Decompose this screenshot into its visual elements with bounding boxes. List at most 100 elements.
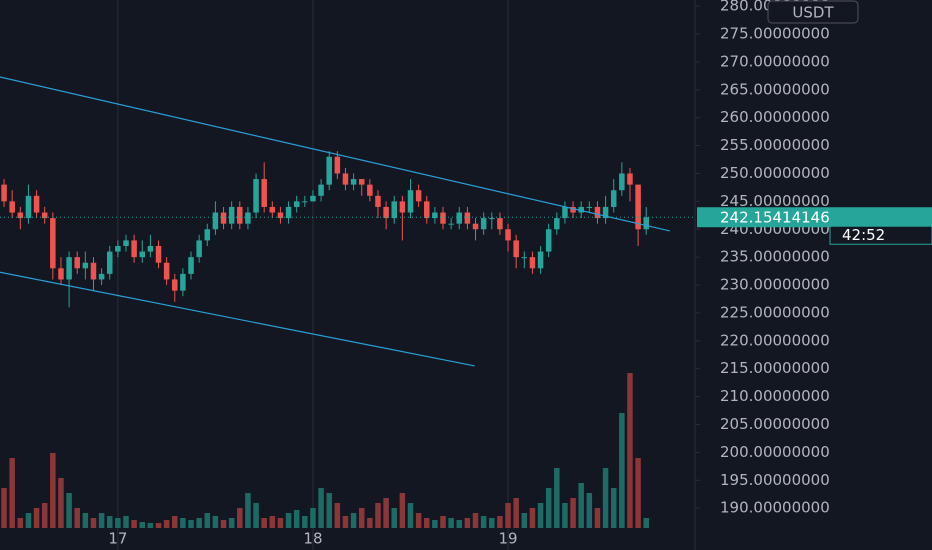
candle-body xyxy=(269,206,276,213)
volume-bar xyxy=(33,508,40,528)
volume-bar xyxy=(285,513,292,528)
candle-body xyxy=(594,206,601,219)
volume-bar xyxy=(456,520,463,528)
volume-bar xyxy=(448,518,454,528)
volume-bar xyxy=(25,513,32,528)
volume-bar xyxy=(537,503,544,528)
volume-bar xyxy=(228,518,235,528)
currency-label: USDT xyxy=(792,4,834,22)
volume-bar xyxy=(123,516,129,528)
volume-bar xyxy=(375,503,381,528)
volume-bar xyxy=(399,493,406,528)
volume-bar xyxy=(513,498,519,528)
volume-bar xyxy=(237,508,243,528)
volume-bar xyxy=(635,458,641,528)
volume-bar xyxy=(115,518,121,528)
y-tick-label: 215.00000000 xyxy=(720,359,830,377)
candle-body xyxy=(237,206,243,224)
volume-bar xyxy=(269,516,276,528)
candle-body xyxy=(635,184,641,230)
candle-body xyxy=(25,195,32,219)
volume-bar xyxy=(139,522,146,528)
volume-bar xyxy=(464,518,471,528)
candle-body xyxy=(545,229,552,252)
candle-body xyxy=(98,273,105,280)
candle-body xyxy=(253,179,259,213)
countdown-badge xyxy=(829,225,932,245)
candle-body xyxy=(562,206,568,219)
candle-body xyxy=(383,206,389,219)
y-tick-label: 250.00000000 xyxy=(720,164,830,182)
candle-body xyxy=(610,190,617,207)
y-tick-label: 210.00000000 xyxy=(720,387,830,405)
candle-body xyxy=(74,257,80,269)
volume-bar xyxy=(188,520,194,528)
volume-bar xyxy=(570,498,576,528)
candle-body xyxy=(196,240,202,258)
volume-bar xyxy=(610,488,617,528)
volume-bar xyxy=(180,518,186,528)
volume-bar xyxy=(619,413,625,528)
currency-badge xyxy=(767,0,859,24)
volume-bar xyxy=(342,516,349,528)
volume-bar xyxy=(1,488,7,528)
candle-body xyxy=(17,212,24,219)
volume-bar xyxy=(594,508,601,528)
volume-bar xyxy=(562,503,568,528)
trend-line xyxy=(0,76,670,232)
volume-bar xyxy=(66,493,72,528)
candle-body xyxy=(619,173,625,191)
volume-bar xyxy=(521,513,528,528)
candle-body xyxy=(33,195,40,213)
last-price-badge xyxy=(697,207,932,228)
volume-bar xyxy=(310,508,316,528)
volume-bar xyxy=(50,453,56,528)
volume-bar xyxy=(98,513,105,528)
candle-body xyxy=(220,212,227,224)
volume-bar xyxy=(529,508,536,528)
volume-bar xyxy=(407,503,414,528)
candle-body xyxy=(399,201,406,213)
candle-body xyxy=(407,190,414,213)
candle-body xyxy=(204,229,211,241)
y-tick-label: 270.00000000 xyxy=(720,52,830,70)
volume-bar xyxy=(489,518,495,528)
candle-body xyxy=(554,218,560,230)
volume-bar xyxy=(220,520,227,528)
candle-body xyxy=(342,173,349,185)
last-price-label: 242.15414146 xyxy=(720,209,830,227)
candle-body xyxy=(115,245,121,252)
candle-body xyxy=(391,201,397,219)
candle-body xyxy=(415,190,422,202)
candle-body xyxy=(9,201,15,213)
volume-bar xyxy=(293,510,300,528)
candle-body xyxy=(578,206,584,213)
candle-body xyxy=(90,262,97,280)
candle-body xyxy=(456,212,463,224)
volume-bar xyxy=(424,518,430,528)
volume-bar xyxy=(586,493,593,528)
volume-bar xyxy=(367,518,373,528)
candle-body xyxy=(82,262,89,269)
candle-body xyxy=(521,257,528,259)
volume-bar xyxy=(41,503,48,528)
trend-line xyxy=(0,271,475,367)
candle-body xyxy=(513,240,519,258)
volume-bar xyxy=(106,516,113,528)
candle-body xyxy=(131,240,137,258)
candle-body xyxy=(472,223,479,230)
volume-bar xyxy=(302,516,308,528)
candle-body xyxy=(50,218,56,269)
volume-bar xyxy=(196,518,202,528)
candle-body xyxy=(537,251,544,269)
candle-body xyxy=(106,251,113,274)
candle-body xyxy=(155,245,162,263)
candle-body xyxy=(570,206,576,213)
volume-bar xyxy=(415,513,422,528)
y-tick-label: 205.00000000 xyxy=(720,415,830,433)
volume-bar xyxy=(90,518,97,528)
volume-bar xyxy=(440,516,446,528)
candle-body xyxy=(228,206,235,224)
volume-bar xyxy=(163,520,170,528)
